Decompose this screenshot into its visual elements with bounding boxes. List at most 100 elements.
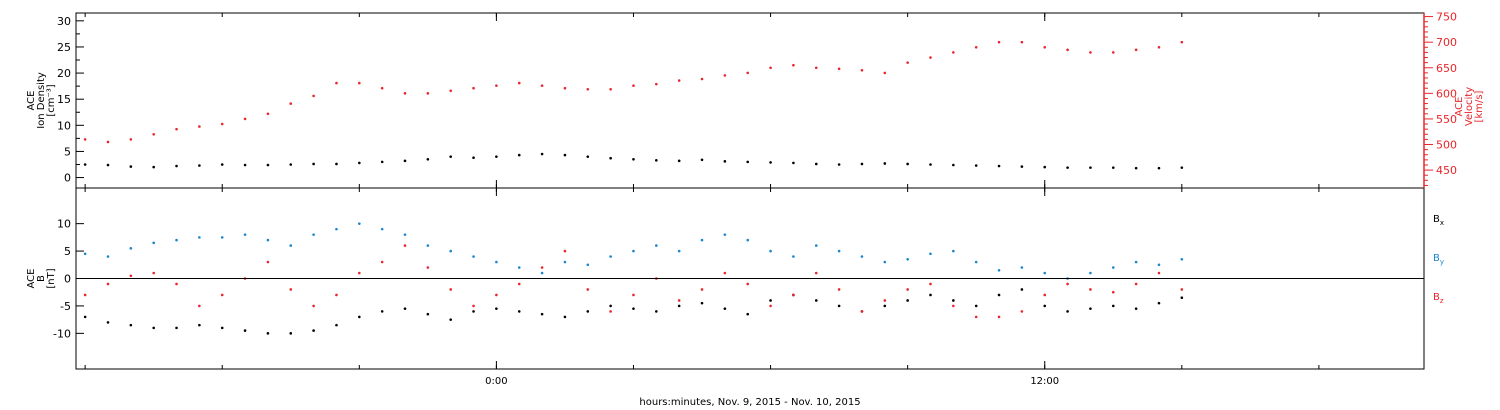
point-bx [289,332,293,335]
point-by [609,255,612,258]
point-by [883,260,887,264]
density-axis-label-line: [cm⁻³] [46,84,57,116]
legend-sub: y [1440,258,1444,266]
point-bz [220,293,224,297]
point-ion-density [792,161,795,165]
point-by [837,249,841,253]
point-velocity [563,86,567,90]
point-by [563,260,567,264]
point-bz [152,271,155,275]
velocity-axis-label-line: Velocity [1464,87,1475,126]
point-bx [83,315,87,319]
point-velocity [312,94,315,98]
y-tick-label-velocity: 750 [1436,11,1457,24]
point-by [1089,271,1092,275]
y-tick-label-density: 10 [57,119,71,132]
point-ion-density [243,163,247,167]
y-tick-label-density: 0 [64,172,71,185]
density-axis-label: ACE Ion Density [cm⁻³] [26,72,57,129]
point-by [540,271,544,275]
plasma-panel-frame [75,12,1425,189]
point-ion-density [358,161,361,165]
point-bz [472,304,475,308]
point-velocity [700,77,704,81]
point-ion-density [746,160,750,164]
point-bz [1180,288,1184,291]
point-by [1157,263,1161,267]
point-bx [723,307,727,310]
point-bz [495,293,498,297]
point-ion-density [1066,166,1069,169]
point-bx [929,293,932,297]
point-by [997,268,1001,272]
point-bx [700,301,704,305]
point-velocity [632,84,635,87]
legend-sub: x [1440,219,1444,227]
y-tick-label-velocity: 500 [1436,139,1457,152]
point-ion-density [814,162,818,166]
point-velocity [198,125,201,128]
point-velocity [883,71,887,75]
point-bz [883,299,887,302]
point-ion-density [1180,166,1184,169]
point-ion-density [586,155,590,158]
y-tick-label-b: 0 [64,273,71,286]
point-bx [1134,307,1138,310]
point-bx [883,304,887,308]
point-ion-density [837,163,841,166]
point-bz [540,266,544,269]
point-velocity [175,127,178,131]
point-ion-density [266,163,270,167]
b-axis-label-line: ACE [26,269,37,289]
magnetic-panel-data [83,222,1184,335]
point-bz [1134,282,1138,286]
point-velocity [1089,51,1092,54]
point-bx [358,315,361,319]
labels-layer: hours:minutes, Nov. 9, 2015 - Nov. 10, 2… [26,11,1485,408]
point-by [700,238,704,242]
point-bz [906,288,909,291]
point-bz [198,304,201,308]
point-ion-density [1089,166,1092,169]
point-ion-density [1043,165,1047,169]
point-by [495,260,498,264]
point-bz [289,288,293,291]
point-bx [1180,296,1184,299]
point-ion-density [997,164,1001,168]
point-velocity [1043,45,1047,49]
point-bx [677,304,681,308]
point-bx [655,310,658,313]
point-velocity [586,87,590,91]
point-by [335,227,338,231]
point-bz [426,266,430,269]
point-by [106,255,110,258]
point-bz [380,260,384,264]
point-ion-density [974,164,978,167]
point-by [312,233,315,236]
point-velocity [906,61,909,64]
point-velocity [974,45,978,49]
point-ion-density [563,153,567,157]
point-ion-density [175,164,178,168]
point-bx [266,332,270,335]
point-ion-density [472,156,475,160]
point-ion-density [860,162,864,166]
y-tick-label-velocity: 600 [1436,87,1457,100]
point-bz [175,282,178,286]
point-bx [243,329,247,332]
y-tick-label-velocity: 650 [1436,62,1457,75]
point-by [723,233,727,236]
point-ion-density [106,163,110,167]
point-bz [1111,290,1115,294]
point-ion-density [632,157,635,161]
point-velocity [746,71,750,75]
axes-layer [75,12,1433,370]
velocity-axis-label-line: [km/s] [1474,90,1485,122]
legend-main: B [1433,214,1440,225]
point-ion-density [220,163,224,166]
point-bx [609,304,612,308]
point-bx [1066,310,1069,313]
point-bx [129,323,133,327]
point-bz [974,315,978,319]
point-bz [1043,293,1047,297]
